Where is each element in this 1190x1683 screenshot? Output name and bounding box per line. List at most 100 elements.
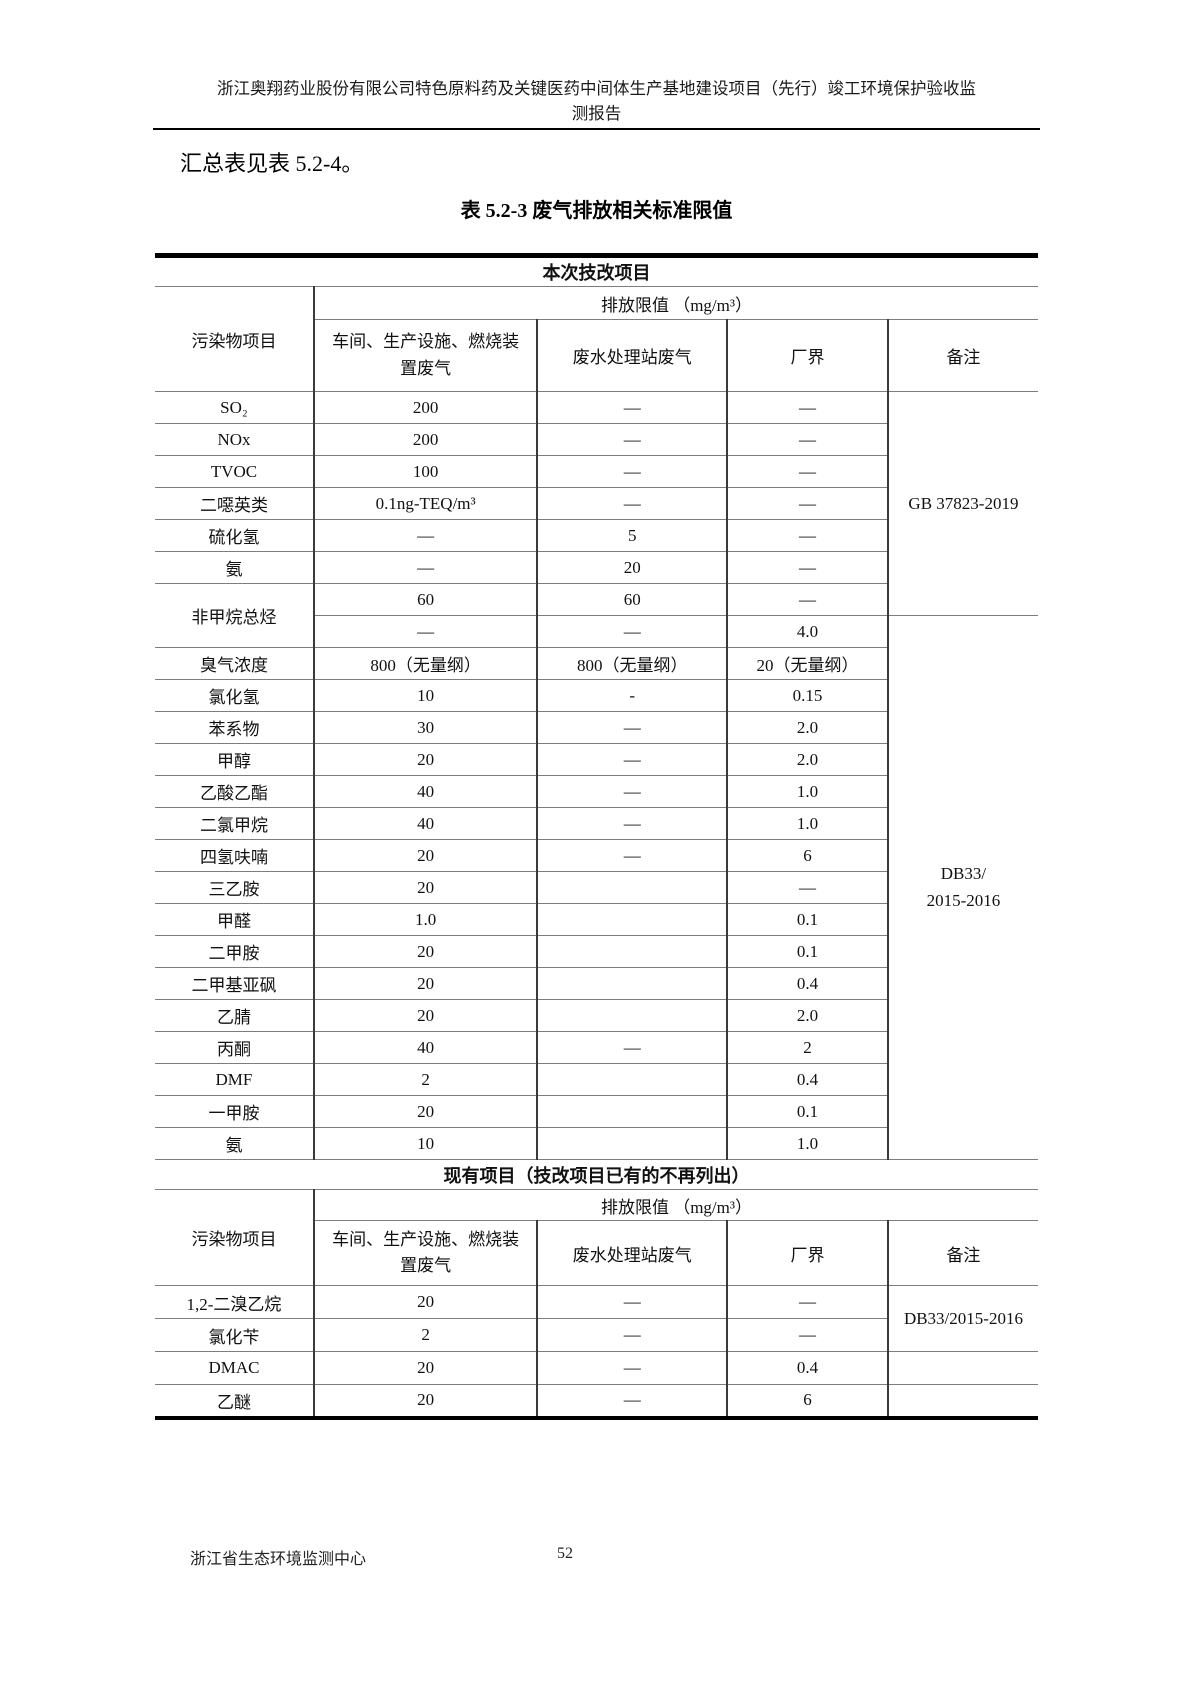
cell-workshop: 10 <box>312 679 538 712</box>
cell-boundary: 1.0 <box>726 807 888 840</box>
cell-pollutant: 二氯甲烷 <box>155 807 314 840</box>
section1-header-boundary: 厂界 <box>726 319 888 392</box>
section1-column-header-row: 车间、生产设施、燃烧装 置废气 废水处理站废气 厂界 备注 <box>155 319 1038 392</box>
table-row: 氨 10 1.0 <box>155 1127 1038 1160</box>
cell-workshop: 800（无量纲） <box>312 647 538 680</box>
cell-wastewater <box>536 1063 728 1096</box>
remark-db33: DB33/ 2015-2016 <box>886 615 1038 1160</box>
cell-wastewater: — <box>536 1384 728 1418</box>
cell-workshop: — <box>312 551 538 584</box>
table-row: 三乙胺 20 — <box>155 871 1038 904</box>
cell-pollutant: SO₂ <box>155 391 314 424</box>
section1-header-workshop: 车间、生产设施、燃烧装 置废气 <box>312 319 538 392</box>
table-row: 非甲烷总烃 60 60 — <box>155 583 1038 648</box>
cell-boundary: — <box>726 1318 888 1352</box>
page-header-line1: 浙江奥翔药业股份有限公司特色原料药及关键医药中间体生产基地建设项目（先行）竣工环… <box>217 79 976 98</box>
cell-boundary: 0.4 <box>726 1351 888 1385</box>
cell-pollutant: 一甲胺 <box>155 1095 314 1128</box>
table-row: 四氢呋喃 20 — 6 <box>155 839 1038 872</box>
table-row: DMF 2 0.4 <box>155 1063 1038 1096</box>
cell-pollutant: 三乙胺 <box>155 871 314 904</box>
table-row: — — 4.0 DB33/ 2015-2016 <box>155 615 1038 1160</box>
table-row: 乙腈 20 2.0 <box>155 999 1038 1032</box>
table-row: TVOC 100 — — <box>155 455 1038 488</box>
cell-pollutant: 二甲基亚砜 <box>155 967 314 1000</box>
remark-gb: GB 37823-2019 <box>886 391 1038 616</box>
footer-organization: 浙江省生态环境监测中心 <box>190 1551 367 1568</box>
cell-boundary: 2.0 <box>726 999 888 1032</box>
cell-wastewater: — <box>536 423 728 456</box>
table-row: 二甲基亚砜 20 0.4 <box>155 967 1038 1000</box>
table-row: NOx 200 — — <box>155 423 1038 456</box>
cell-wastewater: — <box>536 711 728 744</box>
cell-wastewater: — <box>536 615 728 648</box>
cell-boundary: 0.1 <box>726 903 888 936</box>
intro-text: 汇总表见表 5.2-4。 <box>180 151 364 176</box>
cell-workshop: 20 <box>312 1095 538 1128</box>
section2-header-workshop: 车间、生产设施、燃烧装 置废气 <box>312 1220 538 1286</box>
cell-wastewater: — <box>536 1351 728 1385</box>
section1-header-remark: 备注 <box>886 319 1038 392</box>
cell-workshop: — <box>312 615 538 648</box>
cell-workshop: 20 <box>312 967 538 1000</box>
cell-wastewater: 5 <box>536 519 728 552</box>
table-row: 1,2-二溴乙烷 20 — — DB33/2015-2016 <box>155 1285 1038 1352</box>
table-row: 乙酸乙酯 40 — 1.0 <box>155 775 1038 808</box>
cell-workshop: 10 <box>312 1127 538 1160</box>
table-row: 臭气浓度 800（无量纲） 800（无量纲） 20（无量纲） <box>155 647 1038 680</box>
cell-workshop: 20 <box>312 871 538 904</box>
table-row: 乙醚 20 — 6 <box>155 1384 1038 1418</box>
cell-pollutant: 二噁英类 <box>155 487 314 520</box>
cell-boundary: 1.0 <box>726 1127 888 1160</box>
cell-workshop: 60 <box>312 583 538 616</box>
cell-pollutant: 1,2-二溴乙烷 <box>155 1285 314 1319</box>
cell-boundary: — <box>726 551 888 584</box>
table-row: 甲醛 1.0 0.1 <box>155 903 1038 936</box>
cell-wastewater <box>536 1095 728 1128</box>
cell-boundary: 0.15 <box>726 679 888 712</box>
cell-boundary: 2 <box>726 1031 888 1064</box>
cell-boundary: — <box>726 487 888 520</box>
table-row: 苯系物 30 — 2.0 <box>155 711 1038 744</box>
cell-workshop: 40 <box>312 775 538 808</box>
cell-wastewater <box>536 967 728 1000</box>
cell-boundary: 20（无量纲） <box>726 647 888 680</box>
cell-workshop: 1.0 <box>312 903 538 936</box>
section1-header-wastewater: 废水处理站废气 <box>536 319 728 392</box>
cell-workshop: 100 <box>312 455 538 488</box>
cell-workshop: 40 <box>312 1031 538 1064</box>
cell-boundary: — <box>726 583 888 616</box>
cell-boundary: — <box>726 871 888 904</box>
section2-header-wastewater: 废水处理站废气 <box>536 1220 728 1286</box>
emission-standards-table: 本次技改项目 污染物项目 排放限值 （mg/m³） 车间、生产设施、燃烧装 置废… <box>155 253 1038 1420</box>
section2-title: 现有项目（技改项目已有的不再列出） <box>155 1159 1038 1190</box>
cell-wastewater <box>536 999 728 1032</box>
cell-workshop: 0.1ng-TEQ/m³ <box>312 487 538 520</box>
section2-header-remark: 备注 <box>886 1220 1038 1286</box>
cell-boundary: 6 <box>726 1384 888 1418</box>
cell-workshop: 20 <box>312 1285 538 1319</box>
table-row: SO₂ 200 — — GB 37823-2019 <box>155 391 1038 616</box>
cell-boundary: — <box>726 455 888 488</box>
cell-wastewater: — <box>536 487 728 520</box>
cell-workshop: 2 <box>312 1063 538 1096</box>
cell-workshop: 20 <box>312 839 538 872</box>
cell-wastewater: — <box>536 839 728 872</box>
section2-header-pollutant: 污染物项目 <box>155 1189 314 1286</box>
section1-title-row: 本次技改项目 <box>155 255 1038 287</box>
cell-boundary: — <box>726 1285 888 1319</box>
table-row: DMAC 20 — 0.4 <box>155 1351 1038 1385</box>
cell-pollutant: 氯化氢 <box>155 679 314 712</box>
cell-workshop: 20 <box>312 1351 538 1385</box>
cell-boundary: 0.4 <box>726 1063 888 1096</box>
cell-wastewater: - <box>536 679 728 712</box>
cell-pollutant: 氯化苄 <box>155 1318 314 1352</box>
table-row: 二甲胺 20 0.1 <box>155 935 1038 968</box>
cell-wastewater: — <box>536 743 728 776</box>
cell-wastewater <box>536 871 728 904</box>
table-title: 表 5.2-3 废气排放相关标准限值 <box>460 200 733 222</box>
cell-wastewater: — <box>536 1031 728 1064</box>
cell-wastewater: — <box>536 391 728 424</box>
cell-boundary: 0.1 <box>726 1095 888 1128</box>
section2-header-boundary: 厂界 <box>726 1220 888 1286</box>
